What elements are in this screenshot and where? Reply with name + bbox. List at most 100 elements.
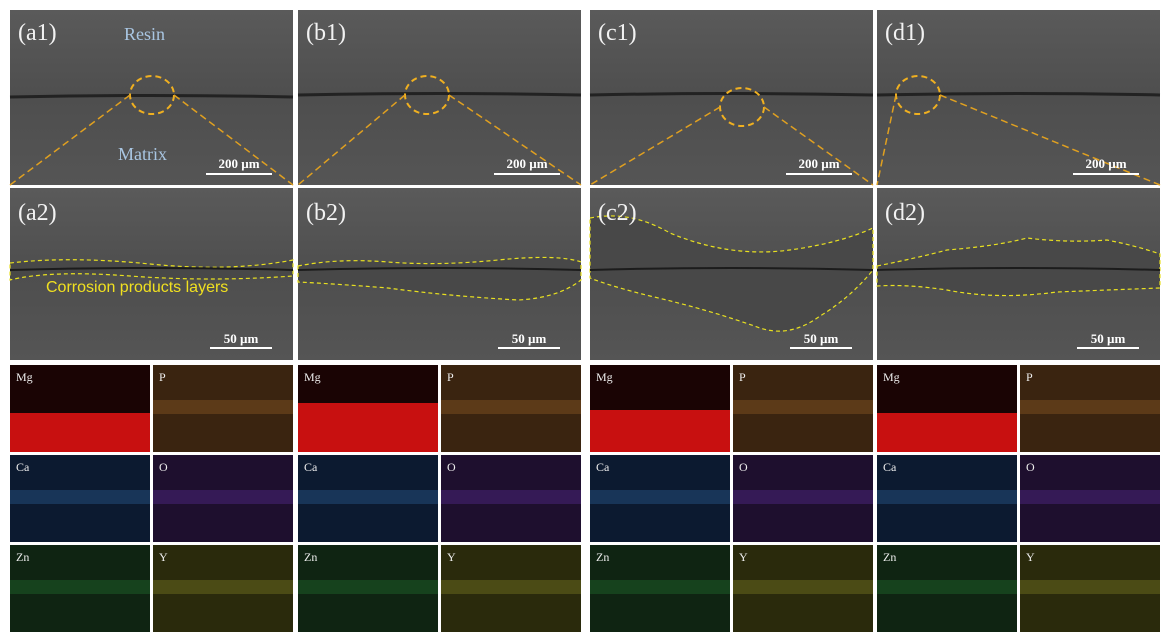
crack xyxy=(589,267,874,271)
eds-map xyxy=(590,455,730,542)
zoom-line xyxy=(173,94,294,186)
panel-label: (d2) xyxy=(885,200,925,226)
panel-label: (a1) xyxy=(18,20,57,46)
crack xyxy=(9,94,294,99)
eds-map xyxy=(10,545,150,632)
eds-map xyxy=(153,545,293,632)
eds-map-band xyxy=(441,490,581,504)
eds-map xyxy=(298,545,438,632)
sem-image xyxy=(590,10,873,185)
element-label: Zn xyxy=(304,550,317,564)
eds-map-band xyxy=(153,580,293,594)
eds-map xyxy=(590,545,730,632)
element-label: P xyxy=(159,370,166,384)
eds-map-region xyxy=(298,403,438,452)
eds-map-band xyxy=(298,490,438,504)
eds-map-band xyxy=(733,490,873,504)
eds-map xyxy=(441,365,581,452)
eds-map-band xyxy=(441,580,581,594)
panel-label: (c2) xyxy=(598,200,637,226)
eds-map xyxy=(733,545,873,632)
eds-map-band xyxy=(590,490,730,504)
eds-map-band xyxy=(10,490,150,504)
panel-label: (d1) xyxy=(885,20,925,46)
eds-map-band xyxy=(298,580,438,594)
eds-map-band xyxy=(153,400,293,414)
sem-image xyxy=(298,10,581,185)
corrosion-layer xyxy=(876,237,1161,297)
element-label: Mg xyxy=(883,370,900,384)
crack xyxy=(876,267,1161,271)
eds-map-band xyxy=(153,490,293,504)
crack xyxy=(297,267,582,271)
panel-label: (b1) xyxy=(306,20,346,46)
scale-bar-label: 200 µm xyxy=(798,156,839,171)
element-label: P xyxy=(1026,370,1033,384)
scale-bar-label: 200 µm xyxy=(506,156,547,171)
zoom-line xyxy=(763,106,874,186)
eds-map-band xyxy=(590,580,730,594)
element-label: Zn xyxy=(883,550,896,564)
element-label: P xyxy=(739,370,746,384)
scale-bar-label: 200 µm xyxy=(218,156,259,171)
element-label: Y xyxy=(159,550,168,564)
scale-bar-label: 50 µm xyxy=(804,331,839,346)
panel-label: (a2) xyxy=(18,200,57,226)
element-label: Mg xyxy=(304,370,321,384)
corrosion-layer xyxy=(9,259,294,281)
eds-map-band xyxy=(1020,580,1160,594)
eds-map xyxy=(298,455,438,542)
scale-bar-label: 50 µm xyxy=(512,331,547,346)
zoom-line xyxy=(448,94,582,186)
eds-map-band xyxy=(877,580,1017,594)
corrosion-layer xyxy=(589,215,874,332)
eds-map-band xyxy=(1020,400,1160,414)
annotation: Matrix xyxy=(118,144,167,164)
scale-bar-label: 50 µm xyxy=(224,331,259,346)
eds-map-region xyxy=(590,410,730,452)
eds-map xyxy=(877,455,1017,542)
scale-bar-label: 200 µm xyxy=(1085,156,1126,171)
element-label: Y xyxy=(739,550,748,564)
element-label: Mg xyxy=(596,370,613,384)
eds-map-band xyxy=(733,580,873,594)
sem-image xyxy=(877,10,1160,185)
element-label: O xyxy=(1026,460,1035,474)
panel-label: (b2) xyxy=(306,200,346,226)
eds-map xyxy=(441,545,581,632)
eds-map xyxy=(733,455,873,542)
eds-map xyxy=(441,455,581,542)
eds-map-region xyxy=(877,413,1017,452)
crack xyxy=(9,267,294,271)
eds-map xyxy=(1020,455,1160,542)
eds-map xyxy=(10,455,150,542)
element-label: Zn xyxy=(16,550,29,564)
element-label: Ca xyxy=(883,460,897,474)
eds-map-band xyxy=(1020,490,1160,504)
zoom-line xyxy=(876,94,897,186)
eds-map-band xyxy=(10,580,150,594)
eds-map xyxy=(733,365,873,452)
scale-bar-label: 50 µm xyxy=(1091,331,1126,346)
crack xyxy=(589,92,874,97)
element-label: Zn xyxy=(596,550,609,564)
zoom-line xyxy=(589,106,721,186)
zoom-line xyxy=(939,94,1161,186)
eds-map-band xyxy=(877,490,1017,504)
eds-map xyxy=(877,545,1017,632)
crack xyxy=(876,92,1161,97)
zoom-line xyxy=(9,94,131,186)
eds-map xyxy=(153,365,293,452)
element-label: O xyxy=(447,460,456,474)
eds-map xyxy=(153,455,293,542)
annotation: Corrosion products layers xyxy=(46,279,228,296)
eds-map-band xyxy=(733,400,873,414)
annotation: Resin xyxy=(124,24,165,44)
eds-map-region xyxy=(10,413,150,452)
eds-map xyxy=(1020,545,1160,632)
element-label: O xyxy=(159,460,168,474)
crack xyxy=(297,92,582,97)
element-label: Y xyxy=(447,550,456,564)
eds-map-band xyxy=(441,400,581,414)
